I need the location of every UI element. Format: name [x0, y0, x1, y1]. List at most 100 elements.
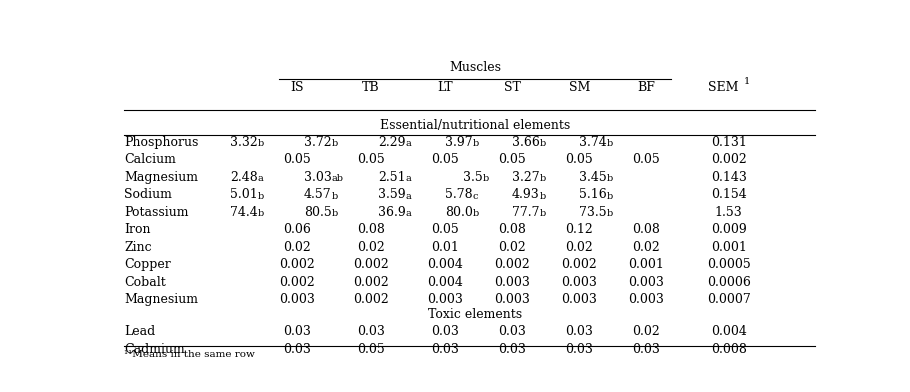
- Text: 0.05: 0.05: [431, 223, 459, 236]
- Text: 0.02: 0.02: [632, 325, 660, 338]
- Text: 4.57: 4.57: [304, 188, 331, 201]
- Text: 0.06: 0.06: [283, 223, 311, 236]
- Text: b: b: [607, 174, 612, 183]
- Text: SEM: SEM: [708, 81, 738, 94]
- Text: 5.16: 5.16: [579, 188, 607, 201]
- Text: 0.02: 0.02: [283, 241, 311, 254]
- Text: b: b: [540, 192, 546, 201]
- Text: a: a: [406, 174, 411, 183]
- Text: 3.59: 3.59: [378, 188, 406, 201]
- Text: 0.0006: 0.0006: [707, 276, 751, 289]
- Text: TB: TB: [362, 81, 380, 94]
- Text: 4.93: 4.93: [511, 188, 540, 201]
- Text: 0.03: 0.03: [283, 325, 311, 338]
- Text: ab: ab: [331, 174, 344, 183]
- Text: 0.03: 0.03: [283, 343, 311, 356]
- Text: b: b: [540, 209, 546, 218]
- Text: BF: BF: [637, 81, 655, 94]
- Text: 36.9: 36.9: [378, 206, 406, 219]
- Text: 0.001: 0.001: [628, 258, 664, 271]
- Text: 0.08: 0.08: [358, 223, 385, 236]
- Text: 0.02: 0.02: [632, 241, 660, 254]
- Text: 0.009: 0.009: [711, 223, 746, 236]
- Text: 0.002: 0.002: [353, 276, 389, 289]
- Text: Magnesium: Magnesium: [125, 171, 198, 184]
- Text: 0.03: 0.03: [499, 325, 526, 338]
- Text: SM: SM: [569, 81, 590, 94]
- Text: 0.05: 0.05: [499, 153, 526, 166]
- Text: 0.004: 0.004: [428, 258, 463, 271]
- Text: b: b: [607, 209, 612, 218]
- Text: b: b: [258, 140, 264, 149]
- Text: 0.03: 0.03: [565, 325, 593, 338]
- Text: b: b: [331, 209, 338, 218]
- Text: ¹¹Means in the same row: ¹¹Means in the same row: [125, 350, 255, 359]
- Text: 0.03: 0.03: [632, 343, 660, 356]
- Text: 2.51: 2.51: [378, 171, 406, 184]
- Text: 3.27: 3.27: [512, 171, 540, 184]
- Text: Muscles: Muscles: [450, 61, 501, 74]
- Text: Essential/nutritional elements: Essential/nutritional elements: [380, 120, 571, 132]
- Text: Lead: Lead: [125, 325, 156, 338]
- Text: b: b: [258, 209, 264, 218]
- Text: Sodium: Sodium: [125, 188, 172, 201]
- Text: 80.5: 80.5: [304, 206, 331, 219]
- Text: 0.002: 0.002: [711, 153, 746, 166]
- Text: 0.004: 0.004: [428, 276, 463, 289]
- Text: 0.154: 0.154: [711, 188, 746, 201]
- Text: 3.5: 3.5: [463, 171, 482, 184]
- Text: 0.05: 0.05: [431, 153, 459, 166]
- Text: 5.78: 5.78: [445, 188, 472, 201]
- Text: 0.05: 0.05: [283, 153, 311, 166]
- Text: b: b: [331, 140, 338, 149]
- Text: a: a: [258, 174, 263, 183]
- Text: 74.4: 74.4: [229, 206, 258, 219]
- Text: 80.0: 80.0: [445, 206, 472, 219]
- Text: a: a: [406, 192, 411, 201]
- Text: 0.03: 0.03: [431, 343, 460, 356]
- Text: 0.03: 0.03: [431, 325, 460, 338]
- Text: b: b: [472, 140, 479, 149]
- Text: 0.12: 0.12: [565, 223, 593, 236]
- Text: 0.003: 0.003: [279, 293, 315, 306]
- Text: b: b: [607, 192, 612, 201]
- Text: b: b: [540, 174, 546, 183]
- Text: 0.003: 0.003: [628, 276, 664, 289]
- Text: b: b: [482, 174, 489, 183]
- Text: Iron: Iron: [125, 223, 151, 236]
- Text: 0.02: 0.02: [358, 241, 385, 254]
- Text: 3.74: 3.74: [579, 136, 607, 149]
- Text: 0.003: 0.003: [561, 293, 597, 306]
- Text: 0.05: 0.05: [358, 343, 385, 356]
- Text: a: a: [406, 140, 411, 149]
- Text: Phosphorus: Phosphorus: [125, 136, 198, 149]
- Text: b: b: [331, 192, 338, 201]
- Text: 0.004: 0.004: [711, 325, 747, 338]
- Text: Copper: Copper: [125, 258, 171, 271]
- Text: 0.05: 0.05: [565, 153, 593, 166]
- Text: 0.143: 0.143: [711, 171, 747, 184]
- Text: 0.0007: 0.0007: [707, 293, 751, 306]
- Text: 0.002: 0.002: [279, 258, 315, 271]
- Text: 0.003: 0.003: [494, 276, 531, 289]
- Text: ST: ST: [504, 81, 521, 94]
- Text: a: a: [406, 209, 411, 218]
- Text: 0.01: 0.01: [431, 241, 460, 254]
- Text: 0.131: 0.131: [711, 136, 747, 149]
- Text: Zinc: Zinc: [125, 241, 152, 254]
- Text: 3.66: 3.66: [511, 136, 540, 149]
- Text: IS: IS: [290, 81, 304, 94]
- Text: b: b: [258, 192, 264, 201]
- Text: Magnesium: Magnesium: [125, 293, 198, 306]
- Text: 0.002: 0.002: [279, 276, 315, 289]
- Text: 0.03: 0.03: [358, 325, 385, 338]
- Text: 0.02: 0.02: [499, 241, 526, 254]
- Text: 0.05: 0.05: [358, 153, 385, 166]
- Text: 0.003: 0.003: [561, 276, 597, 289]
- Text: 3.03: 3.03: [304, 171, 331, 184]
- Text: 0.001: 0.001: [711, 241, 747, 254]
- Text: 1.53: 1.53: [715, 206, 743, 219]
- Text: 0.008: 0.008: [711, 343, 747, 356]
- Text: 0.003: 0.003: [628, 293, 664, 306]
- Text: 0.03: 0.03: [499, 343, 526, 356]
